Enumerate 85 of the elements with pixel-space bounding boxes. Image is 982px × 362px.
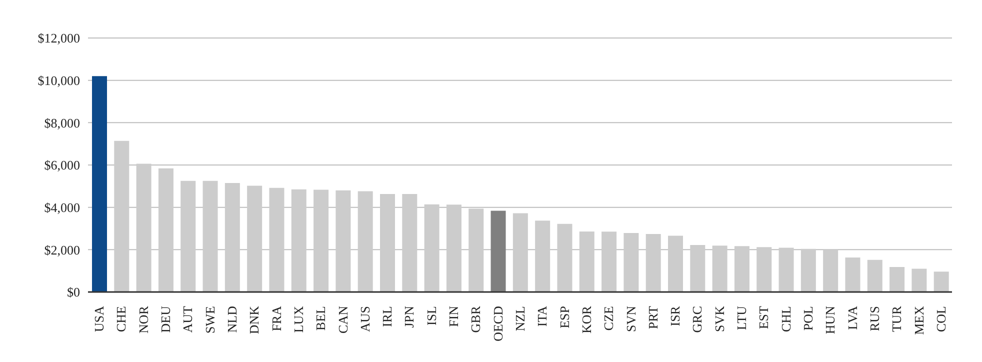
x-tick-label: IRL xyxy=(380,306,395,327)
bar xyxy=(224,182,240,292)
x-tick-label: OECD xyxy=(490,306,506,342)
x-tick-label: BEL xyxy=(313,306,328,331)
bar xyxy=(690,245,706,292)
x-tick-label: GBR xyxy=(468,306,484,333)
bar xyxy=(490,210,506,292)
bar xyxy=(314,190,329,292)
bar xyxy=(712,246,728,292)
x-tick-label: CZE xyxy=(601,306,616,331)
x-tick-label: KOR xyxy=(578,306,594,334)
bar xyxy=(158,168,174,292)
bar xyxy=(92,76,107,292)
bar xyxy=(336,190,351,292)
x-tick-label: NLD xyxy=(224,306,240,333)
bar xyxy=(269,188,284,292)
x-tick-label: LTU xyxy=(734,305,750,330)
y-tick-label: $6,000 xyxy=(44,158,80,173)
x-tick-label: AUT xyxy=(180,306,196,333)
bar xyxy=(734,246,750,292)
x-tick-label: CHL xyxy=(778,306,794,332)
bar xyxy=(778,248,794,292)
x-tick-label: ISL xyxy=(424,306,439,326)
x-tick-label: USA xyxy=(92,305,107,332)
x-tick-label: NZL xyxy=(512,306,528,332)
bar xyxy=(402,194,418,292)
bar xyxy=(535,220,550,292)
x-tick-label: EST xyxy=(756,306,772,330)
y-tick-label: $8,000 xyxy=(44,115,80,130)
bar xyxy=(136,164,152,292)
bar xyxy=(358,191,373,292)
bar xyxy=(114,140,130,292)
x-tick-label: JPN xyxy=(402,305,417,328)
bar xyxy=(823,250,838,292)
bar xyxy=(624,232,639,292)
bar xyxy=(247,186,262,292)
bar xyxy=(912,268,927,292)
x-tick-label: DNK xyxy=(246,305,262,334)
x-tick-label: CAN xyxy=(335,305,350,334)
bar xyxy=(602,232,617,292)
bar xyxy=(668,236,683,292)
y-tick-label: $10,000 xyxy=(38,72,80,88)
bar xyxy=(424,204,440,292)
x-tick-label: PRT xyxy=(645,306,660,330)
x-tick-label: SWE xyxy=(202,306,218,334)
bar xyxy=(180,180,196,292)
x-tick-label: TUR xyxy=(889,306,904,332)
bar xyxy=(800,248,816,292)
x-tick-label: CHE xyxy=(114,306,129,332)
y-tick-label: $2,000 xyxy=(44,242,80,258)
x-tick-label: RUS xyxy=(866,306,882,332)
bar xyxy=(512,213,528,292)
x-tick-label: SVN xyxy=(623,305,638,332)
bar xyxy=(557,224,572,292)
x-tick-label: SVK xyxy=(712,305,727,332)
bar xyxy=(468,208,484,292)
y-tick-label: $0 xyxy=(67,284,80,300)
x-tick-label: HUN xyxy=(822,305,838,334)
x-tick-label: ESP xyxy=(556,306,572,328)
bar xyxy=(380,194,395,292)
bar xyxy=(934,272,949,292)
x-tick-label: FIN xyxy=(446,305,462,327)
bar xyxy=(579,231,594,292)
x-tick-label: FRA xyxy=(268,305,284,332)
y-tick-label: $4,000 xyxy=(44,200,80,215)
x-tick-label: NOR xyxy=(136,306,151,334)
bar xyxy=(446,204,462,292)
bar xyxy=(756,247,772,292)
bar xyxy=(202,180,218,292)
bar xyxy=(646,234,661,292)
bar xyxy=(867,260,882,292)
x-tick-label: MEX xyxy=(911,305,926,335)
x-tick-label: LUX xyxy=(290,305,306,333)
bar xyxy=(890,267,905,292)
bar xyxy=(845,258,860,292)
x-tick-label: POL xyxy=(800,306,816,331)
x-tick-label: COL xyxy=(933,306,948,332)
x-tick-label: AUS xyxy=(357,306,372,332)
x-tick-label: LVA xyxy=(844,305,860,330)
x-tick-label: ISR xyxy=(668,306,683,326)
x-tick-label: DEU xyxy=(158,305,174,333)
y-tick-label: $12,000 xyxy=(38,30,80,46)
x-tick-label: ITA xyxy=(534,305,550,327)
bar xyxy=(291,189,306,292)
x-tick-label: GRC xyxy=(690,306,705,333)
